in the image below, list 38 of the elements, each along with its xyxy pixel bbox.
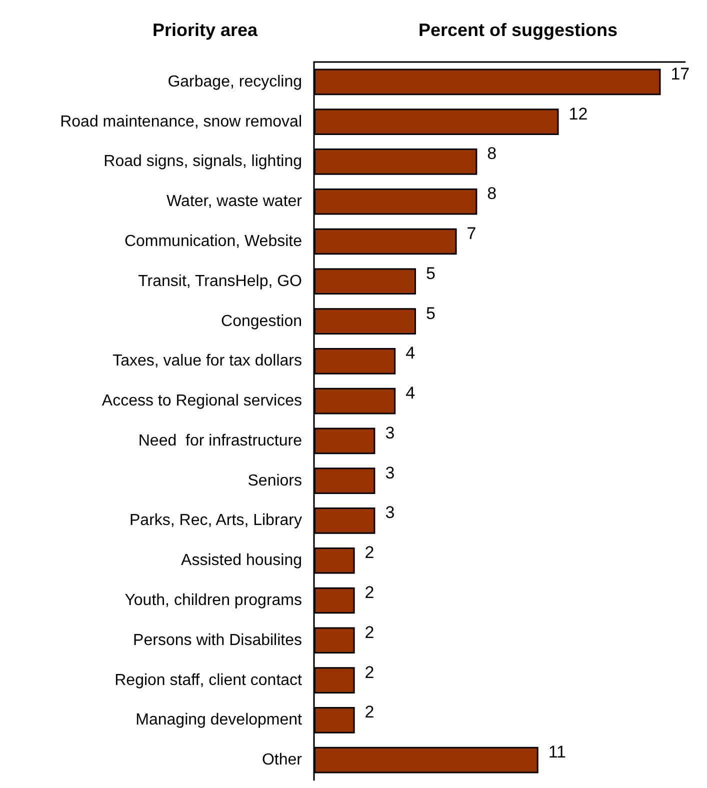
data-label: 5 bbox=[426, 304, 436, 323]
y-tick-label: Assisted housing bbox=[181, 552, 302, 570]
y-tick-label: Communication, Website bbox=[124, 233, 302, 250]
data-label: 4 bbox=[406, 344, 416, 363]
data-label: 2 bbox=[364, 583, 374, 602]
data-label: 17 bbox=[670, 64, 690, 84]
y-tick-label: Water, waste water bbox=[166, 193, 303, 210]
y-tick-label: Seniors bbox=[248, 472, 302, 490]
y-tick-label: Region staff, client contact bbox=[114, 672, 303, 689]
data-label: 8 bbox=[487, 184, 497, 204]
y-tick-label: Need for infrastructure bbox=[138, 432, 302, 450]
x-axis-title: Percent of suggestions bbox=[418, 20, 618, 40]
data-label: 7 bbox=[466, 224, 476, 243]
y-axis-title: Priority area bbox=[152, 20, 259, 40]
y-tick-label: Managing development bbox=[136, 712, 303, 729]
data-label: 5 bbox=[426, 264, 436, 283]
data-label: 11 bbox=[548, 742, 566, 762]
data-label: 3 bbox=[385, 503, 395, 522]
data-label: 8 bbox=[487, 144, 497, 164]
y-tick-label: Transit, TransHelp, GO bbox=[138, 272, 302, 290]
data-label: 2 bbox=[364, 662, 374, 682]
y-tick-label: Congestion bbox=[221, 312, 302, 330]
y-tick-label: Other bbox=[262, 752, 303, 769]
y-tick-label: Access to Regional services bbox=[102, 392, 302, 410]
data-label: 12 bbox=[568, 104, 588, 124]
y-tick-label: Road maintenance, snow removal bbox=[60, 113, 302, 130]
y-tick-label: Taxes, value for tax dollars bbox=[112, 352, 302, 370]
data-label: 3 bbox=[385, 463, 395, 482]
data-label: 4 bbox=[406, 384, 416, 403]
y-tick-label: Persons with Disabilites bbox=[133, 632, 302, 649]
data-label: 2 bbox=[364, 543, 374, 562]
data-label: 2 bbox=[364, 702, 374, 722]
y-tick-label: Youth, children programs bbox=[124, 592, 302, 609]
y-tick-label: Garbage, recycling bbox=[168, 73, 302, 90]
y-tick-label: Parks, Rec, Arts, Library bbox=[130, 512, 302, 530]
data-label: 2 bbox=[364, 622, 374, 642]
y-tick-label: Road signs, signals, lighting bbox=[104, 153, 302, 170]
data-label: 3 bbox=[385, 423, 395, 442]
